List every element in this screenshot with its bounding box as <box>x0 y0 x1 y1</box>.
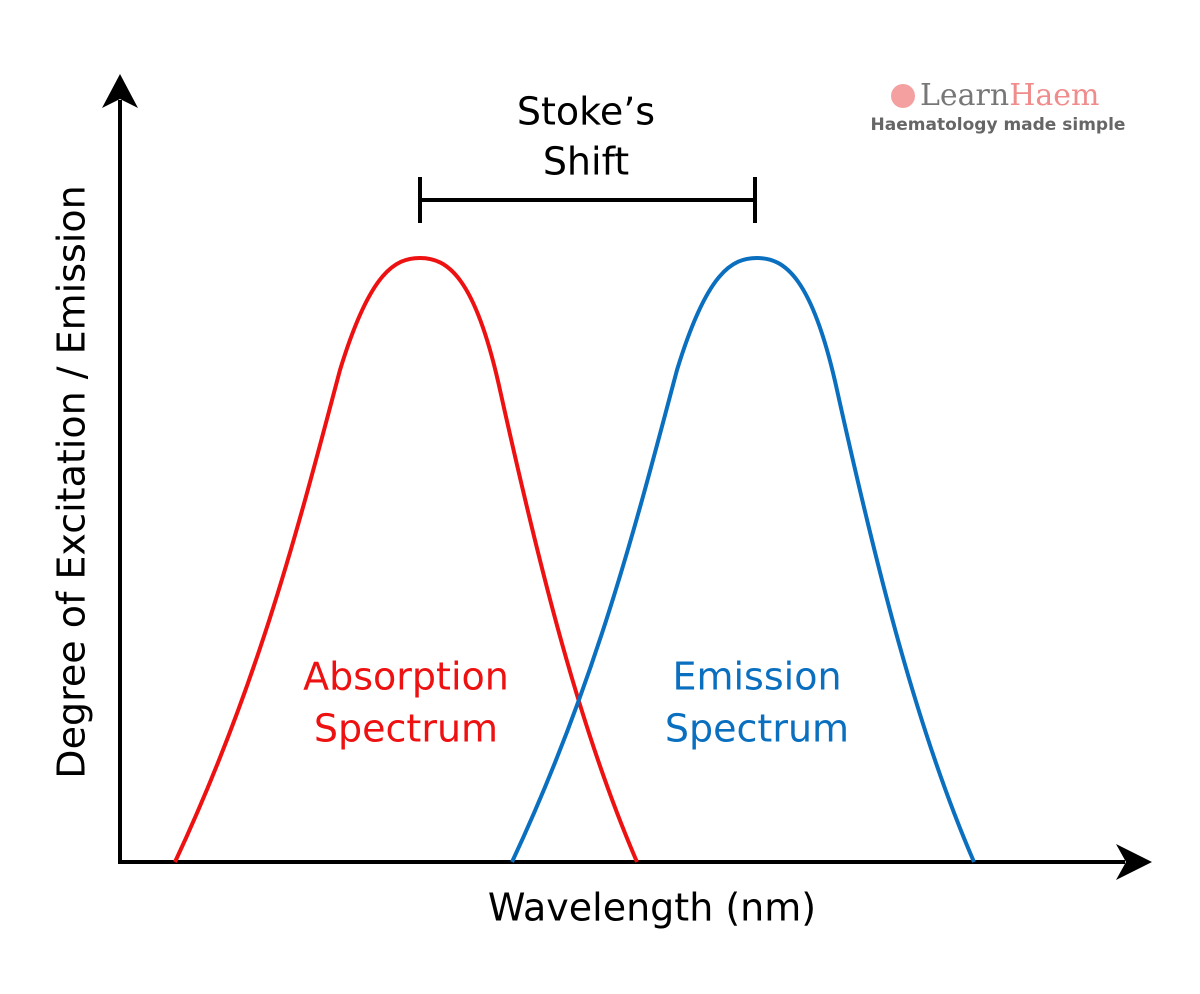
absorption-label: Spectrum <box>314 707 498 751</box>
logo-learn: Learn <box>920 78 1009 113</box>
absorption-label: Absorption <box>303 655 509 699</box>
logo-dot <box>891 84 915 108</box>
x-axis-arrow <box>1116 844 1152 880</box>
logo-text: LearnHaem <box>920 78 1099 113</box>
absorption-curve <box>173 255 639 863</box>
title-line: Stoke’s <box>517 90 655 134</box>
y-axis-arrow <box>102 74 138 108</box>
title-line: Shift <box>543 140 629 184</box>
emission-label: Emission <box>672 655 841 699</box>
logo-tagline: Haematology made simple <box>871 115 1126 135</box>
x-axis-label: Wavelength (nm) <box>488 886 816 930</box>
emission-label: Spectrum <box>665 707 849 751</box>
logo-haem: Haem <box>1009 78 1099 113</box>
stokes-bracket <box>418 177 757 223</box>
y-axis-label: Degree of Excitation / Emission <box>50 185 94 778</box>
emission-curve <box>510 255 976 863</box>
